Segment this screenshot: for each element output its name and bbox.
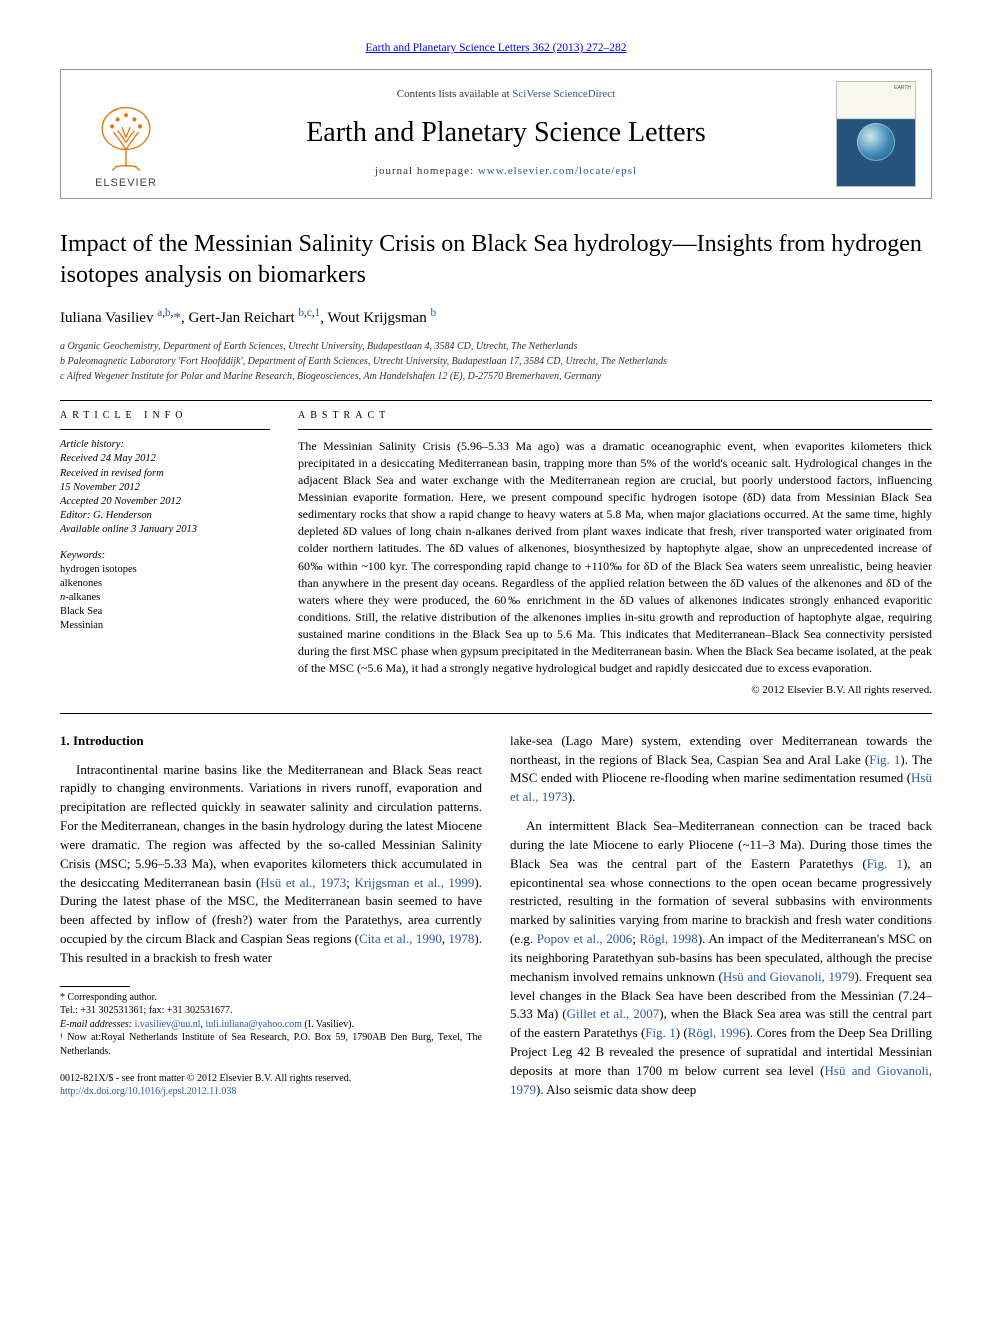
text-run: ; bbox=[632, 931, 639, 946]
ref-link[interactable]: Rögl, 1996 bbox=[688, 1025, 746, 1040]
affiliation: b Paleomagnetic Laboratory 'Fort Hoofddi… bbox=[60, 355, 932, 369]
email-label: E-mail addresses: bbox=[60, 1019, 132, 1030]
email-link[interactable]: iuli.iuliana@yahoo.com bbox=[206, 1019, 302, 1030]
contents-prefix: Contents lists available at bbox=[397, 88, 512, 100]
body-paragraph: lake-sea (Lago Mare) system, extending o… bbox=[510, 732, 932, 807]
text-run: ). bbox=[568, 789, 576, 804]
affiliations: a Organic Geochemistry, Department of Ea… bbox=[60, 340, 932, 384]
body-paragraph: An intermittent Black Sea–Mediterranean … bbox=[510, 817, 932, 1100]
elsevier-logo[interactable]: ELSEVIER bbox=[91, 104, 161, 192]
keywords-label: Keywords: bbox=[60, 548, 270, 563]
history-line: 15 November 2012 bbox=[60, 481, 270, 495]
text-run: (I. Vasiliev). bbox=[302, 1019, 354, 1030]
sciencedirect-link[interactable]: SciVerse ScienceDirect bbox=[512, 88, 615, 100]
top-citation-link[interactable]: Earth and Planetary Science Letters 362 … bbox=[60, 40, 932, 57]
article-title: Impact of the Messinian Salinity Crisis … bbox=[60, 229, 932, 291]
journal-name: Earth and Planetary Science Letters bbox=[306, 113, 706, 154]
divider-rule bbox=[60, 400, 932, 401]
text-run: ) ( bbox=[676, 1025, 688, 1040]
article-info-header: ARTICLE INFO bbox=[60, 409, 270, 431]
homepage-link[interactable]: www.elsevier.com/locate/epsl bbox=[478, 165, 637, 177]
top-cite: 362 (2013) 272–282 bbox=[533, 42, 627, 54]
history-line: Accepted 20 November 2012 bbox=[60, 495, 270, 509]
keyword: Messinian bbox=[60, 619, 270, 633]
affiliation: a Organic Geochemistry, Department of Ea… bbox=[60, 340, 932, 354]
issn-line: 0012-821X/$ - see front matter © 2012 El… bbox=[60, 1072, 482, 1085]
ref-link[interactable]: Popov et al., 2006 bbox=[537, 931, 633, 946]
homepage-prefix: journal homepage: bbox=[375, 165, 478, 177]
keywords-list: hydrogen isotopes alkenones n-alkanes Bl… bbox=[60, 563, 270, 634]
history-line: Received 24 May 2012 bbox=[60, 452, 270, 466]
globe-icon bbox=[857, 123, 895, 161]
keyword: alkenones bbox=[60, 577, 270, 591]
article-info-col: ARTICLE INFO Article history: Received 2… bbox=[60, 409, 270, 699]
doi-link[interactable]: http://dx.doi.org/10.1016/j.epsl.2012.11… bbox=[60, 1086, 236, 1097]
history-line: Received in revised form bbox=[60, 467, 270, 481]
top-journal: Earth and Planetary Science Letters bbox=[366, 42, 530, 54]
ref-link[interactable]: Hsü and Giovanoli, 1979 bbox=[723, 969, 855, 984]
abstract-col: ABSTRACT The Messinian Salinity Crisis (… bbox=[298, 409, 932, 699]
body-columns: 1. Introduction Intracontinental marine … bbox=[60, 732, 932, 1110]
ref-link[interactable]: Rögl, 1998 bbox=[640, 931, 698, 946]
contents-line: Contents lists available at SciVerse Sci… bbox=[397, 87, 615, 103]
footer-meta: 0012-821X/$ - see front matter © 2012 El… bbox=[60, 1072, 482, 1098]
body-paragraph: Intracontinental marine basins like the … bbox=[60, 761, 482, 968]
elsevier-wordmark: ELSEVIER bbox=[95, 176, 157, 192]
corresponding-author: * Corresponding author. bbox=[60, 991, 482, 1005]
journal-banner: ELSEVIER Contents lists available at Sci… bbox=[60, 69, 932, 199]
abstract-copyright: © 2012 Elsevier B.V. All rights reserved… bbox=[298, 683, 932, 699]
ref-link[interactable]: Fig. 1 bbox=[645, 1025, 675, 1040]
footnotes-block: * Corresponding author. Tel.: +31 302531… bbox=[60, 986, 482, 1059]
info-abstract-row: ARTICLE INFO Article history: Received 2… bbox=[60, 409, 932, 699]
ref-link[interactable]: Krijgsman et al., 1999 bbox=[354, 875, 474, 890]
footnote-1: ¹ Now at:Royal Netherlands Institute of … bbox=[60, 1031, 482, 1058]
text-run: ). Also seismic data show deep bbox=[536, 1082, 696, 1097]
keyword: n-alkanes bbox=[60, 591, 270, 605]
body-col-left: 1. Introduction Intracontinental marine … bbox=[60, 732, 482, 1110]
ref-link[interactable]: 1978 bbox=[448, 931, 474, 946]
cover-thumb-area: EARTH bbox=[821, 70, 931, 198]
contact-email-line: E-mail addresses: i.vasiliev@uu.nl, iuli… bbox=[60, 1018, 482, 1032]
ref-link[interactable]: Hsü et al., 1973 bbox=[260, 875, 346, 890]
divider-rule bbox=[60, 713, 932, 714]
banner-center: Contents lists available at SciVerse Sci… bbox=[191, 70, 821, 198]
abstract-text: The Messinian Salinity Crisis (5.96–5.33… bbox=[298, 438, 932, 676]
ref-link[interactable]: Fig. 1 bbox=[869, 752, 900, 767]
affiliation: c Alfred Wegener Institute for Polar and… bbox=[60, 370, 932, 384]
email-link[interactable]: i.vasiliev@uu.nl bbox=[135, 1019, 201, 1030]
ref-link[interactable]: Cita et al., 1990 bbox=[359, 931, 442, 946]
publisher-logo-area: ELSEVIER bbox=[61, 70, 191, 198]
body-col-right: lake-sea (Lago Mare) system, extending o… bbox=[510, 732, 932, 1110]
history-line: Editor: G. Henderson bbox=[60, 509, 270, 523]
text-run: Intracontinental marine basins like the … bbox=[60, 762, 482, 890]
history-line: Available online 3 January 2013 bbox=[60, 523, 270, 537]
history-label: Article history: bbox=[60, 438, 270, 452]
authors-line: Iuliana Vasiliev a,b,*, Gert-Jan Reichar… bbox=[60, 305, 932, 330]
intro-heading: 1. Introduction bbox=[60, 732, 482, 751]
contact-tel: Tel.: +31 302531361; fax: +31 302531677. bbox=[60, 1004, 482, 1018]
abstract-header: ABSTRACT bbox=[298, 409, 932, 431]
keyword: hydrogen isotopes bbox=[60, 563, 270, 577]
ref-link[interactable]: Fig. 1 bbox=[867, 856, 903, 871]
article-history: Article history: Received 24 May 2012 Re… bbox=[60, 438, 270, 537]
homepage-line: journal homepage: www.elsevier.com/locat… bbox=[375, 164, 637, 180]
cover-label: EARTH bbox=[894, 86, 911, 91]
ref-link[interactable]: Gillet et al., 2007 bbox=[567, 1006, 660, 1021]
footnote-rule bbox=[60, 986, 130, 987]
elsevier-tree-icon bbox=[91, 104, 161, 174]
keyword: Black Sea bbox=[60, 605, 270, 619]
journal-cover-thumbnail[interactable]: EARTH bbox=[836, 81, 916, 187]
